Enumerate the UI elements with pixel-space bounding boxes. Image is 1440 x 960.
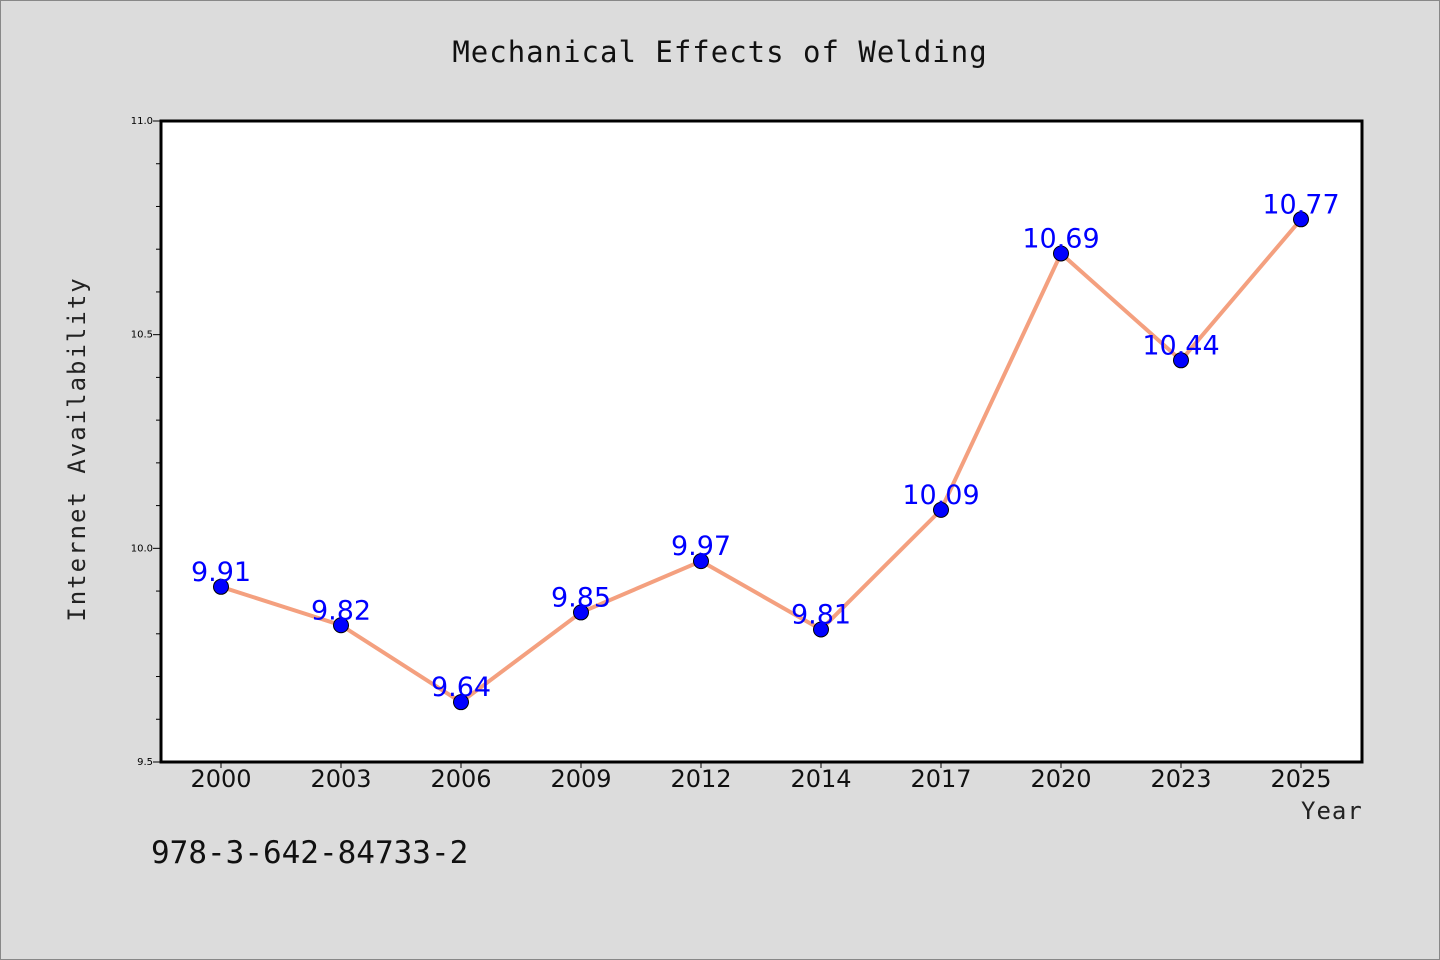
x-tick-label: 2014	[790, 765, 851, 793]
y-tick-label: 9.5	[137, 757, 153, 768]
chart-title: Mechanical Effects of Welding	[452, 35, 988, 69]
data-point	[453, 694, 469, 711]
data-point	[933, 501, 949, 518]
x-axis-label: Year	[1301, 797, 1363, 825]
data-label: 9.85	[551, 582, 611, 613]
data-label: 10.44	[1142, 330, 1219, 361]
x-tick-label: 2023	[1150, 765, 1211, 793]
plot-area	[159, 119, 1364, 764]
data-label: 9.64	[431, 672, 491, 703]
isbn-annotation: 978-3-642-84733-2	[151, 835, 469, 871]
y-tick-label: 10.5	[131, 330, 153, 341]
data-label: 10.69	[1022, 223, 1099, 254]
data-point	[213, 578, 229, 595]
x-tick-label: 2009	[550, 765, 611, 793]
data-point	[1173, 352, 1189, 369]
data-label: 9.91	[191, 557, 251, 588]
data-point	[573, 604, 589, 621]
series-line	[220, 217, 1303, 705]
x-tick-label: 2025	[1270, 765, 1331, 793]
data-label: 10.77	[1262, 189, 1339, 220]
x-tick-label: 2006	[430, 765, 491, 793]
x-tick-label: 2020	[1030, 765, 1091, 793]
data-label: 9.82	[311, 595, 371, 626]
data-point	[1053, 245, 1069, 262]
x-tick-label: 2012	[670, 765, 731, 793]
data-point	[693, 553, 709, 570]
data-point	[813, 621, 829, 638]
x-tick-label: 2017	[910, 765, 971, 793]
x-tick-label: 2000	[190, 765, 251, 793]
data-label: 10.09	[902, 480, 979, 511]
x-tick-label: 2003	[310, 765, 371, 793]
y-tick-label: 10.0	[131, 543, 153, 554]
data-label: 9.97	[671, 531, 731, 562]
data-point	[333, 617, 349, 634]
data-label: 9.81	[791, 600, 851, 631]
y-tick-label: 11.0	[131, 116, 153, 127]
data-point	[1293, 211, 1309, 228]
